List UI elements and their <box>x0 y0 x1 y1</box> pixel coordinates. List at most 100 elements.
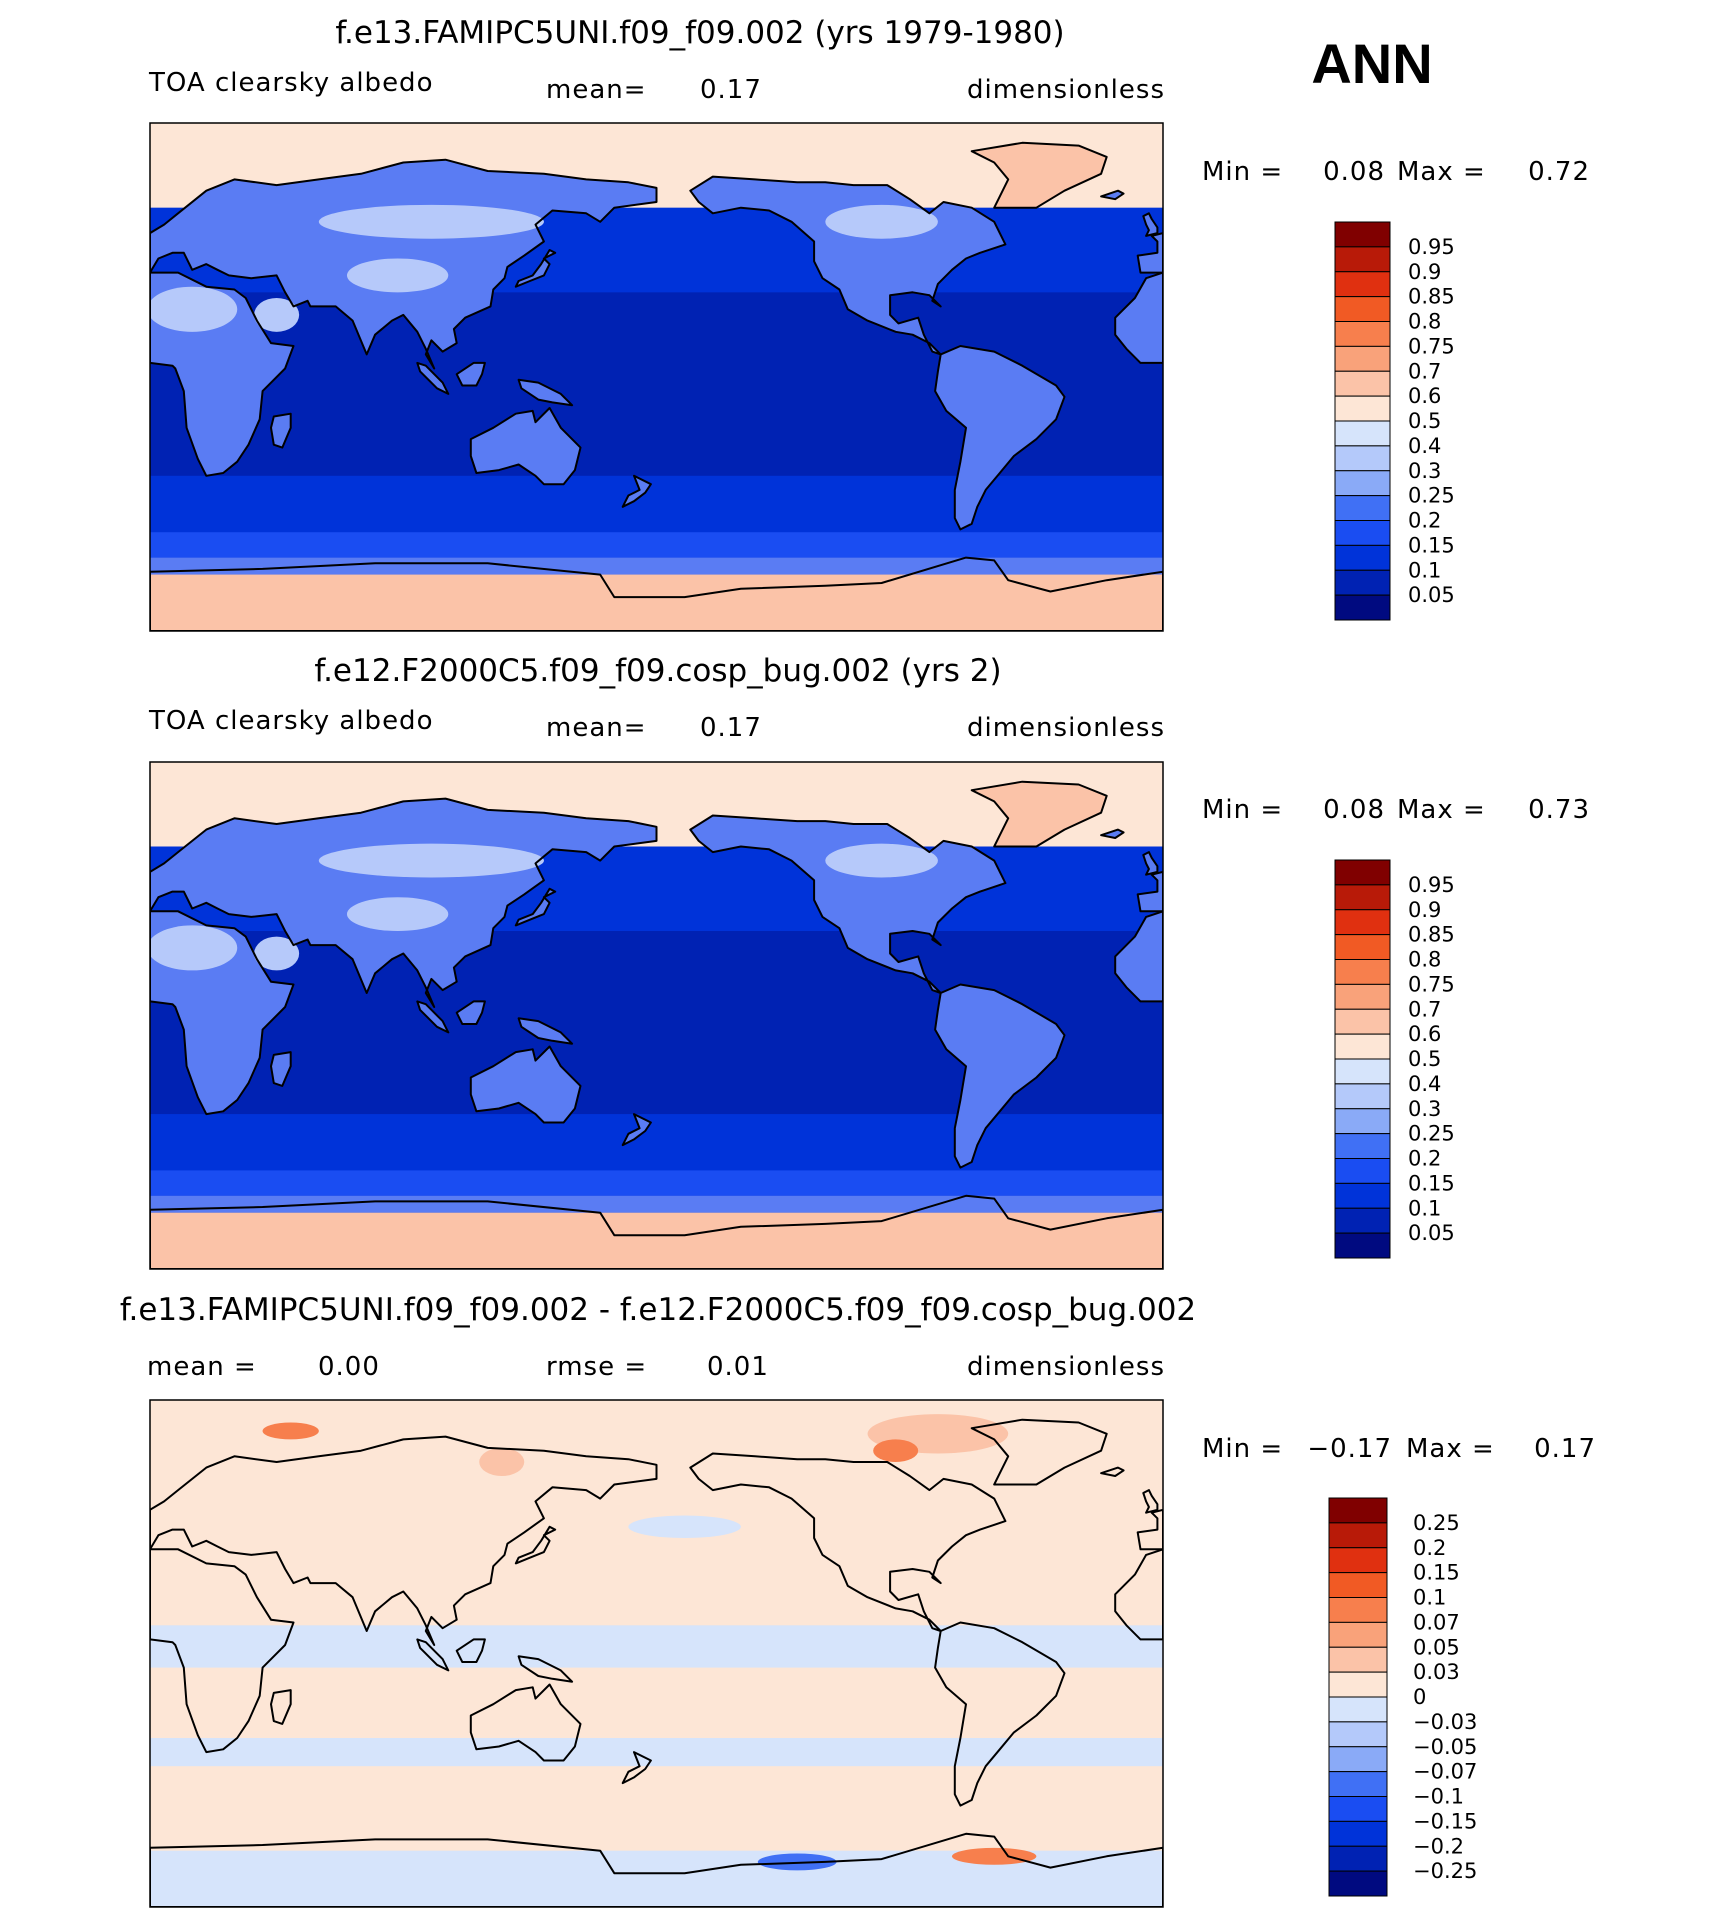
diff-archipelago-field <box>873 1439 919 1462</box>
map-control <box>149 761 1164 1270</box>
colorbar-tick-label: 0.05 <box>1408 583 1455 607</box>
min-value: 0.08 <box>1323 157 1385 187</box>
colorbar-tick-label: 0.07 <box>1413 1610 1460 1634</box>
colorbar-tick-label: 0.15 <box>1408 1171 1455 1195</box>
tibet-field <box>346 897 449 931</box>
coastline-samerica <box>934 983 1066 1169</box>
panel-control: f.e12.F2000C5.f09_f09.cosp_bug.002 (yrs … <box>148 653 1590 1270</box>
antarctic-field <box>150 1212 1163 1269</box>
colorbar-box <box>1334 1058 1391 1085</box>
colorbar-tick-label: 0.25 <box>1413 1511 1460 1535</box>
colorbar-tick-label: −0.05 <box>1413 1735 1477 1759</box>
land-eurasia_w <box>1137 233 1163 273</box>
coastline-eurasia_w <box>1136 232 1163 274</box>
colorbar-control: 0.950.90.850.80.750.70.60.50.40.30.250.2… <box>1334 859 1455 1259</box>
colorbar-box <box>1334 345 1391 372</box>
coastline-madagascar <box>270 1051 292 1087</box>
colorbar-box <box>1334 1108 1391 1135</box>
coastline-eurasia <box>150 1435 658 1646</box>
colorbar-box <box>1334 1008 1391 1035</box>
map-field <box>150 1400 1163 1907</box>
units-label: dimensionless <box>967 75 1165 105</box>
colorbar-box <box>1334 1133 1391 1159</box>
colorbar-tick-label: 0.85 <box>1408 923 1455 947</box>
coastline-iceland <box>1100 828 1125 839</box>
coastline-sumatra <box>416 1638 450 1672</box>
colorbar-tick-label: 0.5 <box>1408 1047 1441 1071</box>
colorbar-box <box>1334 321 1391 347</box>
colorbar-box <box>1334 296 1391 322</box>
land-newguinea <box>518 1018 573 1044</box>
colorbar-tick-label: 0.25 <box>1408 1122 1455 1146</box>
map-frame <box>149 122 1164 632</box>
colorbar-tick-label: 0.8 <box>1408 310 1441 334</box>
colorbar-box <box>1328 1572 1388 1598</box>
coastline-madagascar <box>270 1689 292 1725</box>
colorbar-box <box>1328 1671 1388 1698</box>
coastline-antarctica <box>150 556 1163 631</box>
panel-title: f.e12.F2000C5.f09_f09.cosp_bug.002 (yrs … <box>314 653 1001 689</box>
coastline-africa_w <box>1114 910 1163 1003</box>
siberia-field <box>318 843 544 878</box>
units-label: dimensionless <box>967 1352 1165 1382</box>
land-uk <box>1143 213 1158 236</box>
coastline-eurasia <box>150 797 658 1008</box>
min-value: 0.08 <box>1323 795 1385 825</box>
colorbar-tick-label: 0.2 <box>1408 1147 1441 1171</box>
panel-title: f.e13.FAMIPC5UNI.f09_f09.002 (yrs 1979-1… <box>335 15 1064 51</box>
land-uk <box>1143 852 1158 875</box>
coastline-japan <box>514 249 557 288</box>
coastline-borneo <box>455 361 486 387</box>
colorbar-tick-label: −0.07 <box>1413 1760 1477 1784</box>
colorbar-box <box>1328 1870 1388 1897</box>
land-australia <box>470 1046 581 1123</box>
panel-test: f.e13.FAMIPC5UNI.f09_f09.002 (yrs 1979-1… <box>148 15 1589 632</box>
mean-value: 0.17 <box>700 75 762 105</box>
colorbar-tick-label: 0.7 <box>1408 359 1441 383</box>
coastline-antarctica <box>150 1194 1163 1269</box>
colorbar-box <box>1328 1547 1388 1574</box>
colorbar-diff: 0.250.20.150.10.070.050.030−0.03−0.05−0.… <box>1328 1497 1477 1897</box>
coastline-australia <box>469 407 582 486</box>
min-label: Min = <box>1202 795 1283 825</box>
colorbar-box <box>1334 370 1391 397</box>
colorbar-box <box>1328 1621 1388 1648</box>
colorbar-tick-label: 0.75 <box>1408 972 1455 996</box>
colorbar-box <box>1334 1182 1391 1209</box>
siberia-field <box>318 204 544 239</box>
min-value: −0.17 <box>1307 1434 1392 1464</box>
colorbar-tick-label: 0.3 <box>1408 459 1441 483</box>
colorbar-box <box>1334 246 1391 273</box>
coastline-greenland <box>970 1418 1108 1486</box>
coastline-nz <box>621 1113 652 1147</box>
southern-ocean-field <box>150 1170 1163 1196</box>
colorbar-tick-label: 0.05 <box>1408 1221 1455 1245</box>
colorbar-tick-label: 0 <box>1413 1685 1426 1709</box>
land-eurasia_w <box>1137 871 1163 912</box>
map-test <box>149 122 1164 632</box>
colorbar-box <box>1334 271 1391 298</box>
max-value: 0.73 <box>1528 795 1590 825</box>
coastline-australia <box>469 1045 582 1124</box>
colorbar-tick-label: 0.15 <box>1408 533 1455 557</box>
colorbar-box <box>1328 1696 1388 1723</box>
coastline-uk <box>1142 1489 1159 1514</box>
colorbar-box <box>1334 859 1391 886</box>
colorbar-box <box>1328 1646 1388 1673</box>
colorbar-tick-label: 0.95 <box>1408 873 1455 897</box>
map-frame <box>149 761 1164 1270</box>
colorbar-tick-label: 0.3 <box>1408 1097 1441 1121</box>
colorbar-tick-label: 0.25 <box>1408 484 1455 508</box>
tibet-field <box>346 258 449 293</box>
colorbar-box <box>1334 884 1391 911</box>
colorbar-tick-label: 0.7 <box>1408 997 1441 1021</box>
max-label: Max = <box>1406 1434 1495 1464</box>
land-africa_w <box>1115 911 1163 1002</box>
coastline-japan <box>514 887 557 927</box>
max-label: Max = <box>1397 157 1486 187</box>
coastline-africa <box>150 1548 295 1754</box>
colorbar-box <box>1334 594 1391 621</box>
mean-label: mean = <box>147 1352 257 1382</box>
colorbar-tick-label: −0.1 <box>1413 1785 1464 1809</box>
